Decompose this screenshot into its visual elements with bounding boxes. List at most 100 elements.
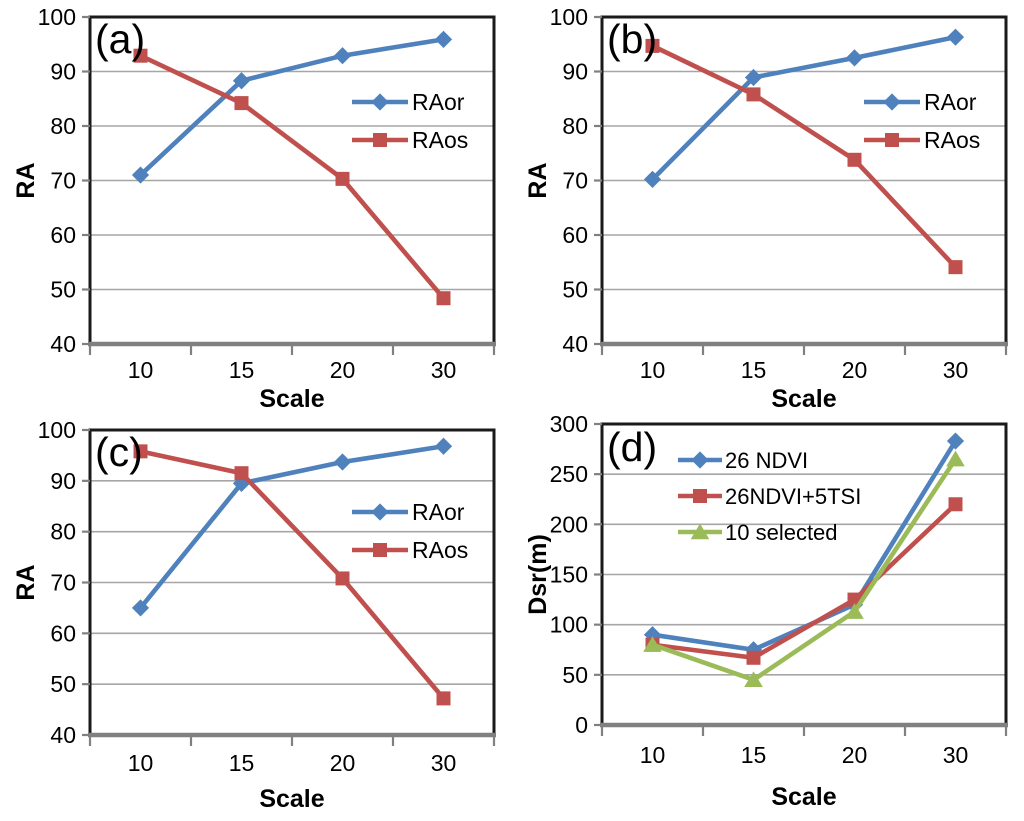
y-tick-label: 150 (550, 562, 588, 588)
x-tick-label: 20 (842, 357, 868, 383)
series-line (650, 43, 958, 270)
legend-item: RAor (352, 499, 465, 525)
square-marker (133, 444, 148, 459)
series-line (138, 53, 446, 301)
y-tick-label: 0 (575, 712, 588, 738)
legend-item: 10 selected (678, 520, 838, 545)
y-tick-label: 40 (50, 722, 76, 748)
panel-letter-a: (a) (95, 16, 146, 62)
x-tick-label: 20 (842, 742, 868, 768)
legend-item: RAos (352, 537, 468, 563)
square-marker (645, 38, 660, 53)
legend-label: 10 selected (725, 520, 838, 545)
y-tick-label: 100 (550, 4, 588, 30)
y-tick-label: 70 (50, 168, 76, 194)
square-marker (693, 489, 707, 503)
square-marker (373, 133, 387, 147)
x-tick-label: 30 (431, 750, 457, 776)
panel-letter-b: (b) (607, 16, 658, 62)
series-line (650, 501, 958, 661)
diamond-marker (333, 453, 352, 471)
square-marker (948, 260, 963, 275)
square-marker (436, 291, 451, 306)
square-marker (373, 543, 387, 557)
series-raos (133, 48, 451, 306)
square-marker (234, 96, 249, 111)
series-10-selected (643, 450, 965, 688)
square-marker (335, 571, 350, 586)
series-line (650, 34, 958, 182)
square-marker (885, 133, 899, 147)
x-tick-label: 20 (330, 357, 356, 383)
legend-label: RAor (924, 89, 977, 115)
square-marker (746, 87, 761, 102)
diamond-marker (643, 170, 662, 189)
x-axis-title: Scale (259, 785, 324, 813)
x-tick-label: 15 (741, 742, 767, 768)
y-axis-title: RA (524, 162, 552, 198)
y-axis-title: RA (12, 564, 40, 600)
square-marker (335, 171, 350, 186)
y-tick-label: 60 (50, 620, 76, 646)
diamond-marker (883, 93, 901, 111)
y-tick-label: 40 (50, 331, 76, 357)
x-tick-label: 20 (330, 750, 356, 776)
triangle-marker (946, 450, 965, 467)
chart-canvas-b: 40 50 60 70 80 90 100 10 15 20 30 Scale RA RAor RAos (524, 4, 1008, 413)
legend-item: RAor (352, 89, 465, 115)
diamond-marker (434, 437, 453, 455)
chart-canvas-d: 0 50 100 150 200 250 300 10 15 20 30 Scale Dsr(m) 26 … (524, 411, 1008, 811)
x-axis-title: Scale (259, 385, 324, 413)
triangle-marker (643, 636, 662, 652)
y-tick-label: 60 (50, 222, 76, 248)
x-tick-label: 30 (431, 357, 457, 383)
triangle-marker (690, 523, 710, 540)
diamond-marker (333, 47, 352, 65)
legend-label: RAos (924, 127, 980, 153)
diamond-marker (845, 49, 864, 67)
x-tick-label: 15 (741, 357, 767, 383)
square-marker (847, 152, 862, 167)
y-tick-label: 100 (38, 4, 76, 30)
diamond-marker (691, 451, 709, 469)
chart-panel-d: 0 50 100 150 200 250 300 10 15 20 30 Scale Dsr(m) 26 … (512, 410, 1024, 821)
legend-item: 26 NDVI (678, 448, 808, 473)
y-tick-label: 50 (50, 277, 76, 303)
y-tick-label: 80 (50, 113, 76, 139)
series-line (650, 456, 958, 683)
legend-item: 26NDVI+5TSI (678, 484, 861, 509)
square-marker (234, 466, 249, 481)
y-tick-label: 60 (562, 222, 588, 248)
x-axis-title: Scale (771, 783, 836, 811)
x-tick-label: 30 (943, 357, 969, 383)
x-tick-label: 10 (640, 357, 666, 383)
diamond-marker (946, 28, 965, 46)
diamond-marker (232, 474, 251, 492)
legend-item: RAor (864, 89, 977, 115)
chart-panel-b: 40 50 60 70 80 90 100 10 15 20 30 Scale RA RAor RAos (… (512, 0, 1024, 413)
series-line (138, 449, 446, 701)
y-tick-label: 50 (50, 671, 76, 697)
legend-label: RAor (412, 499, 465, 525)
legend-label: RAor (412, 89, 465, 115)
series-line (138, 443, 446, 611)
series-raos (133, 444, 451, 706)
legend-label: RAos (412, 537, 468, 563)
x-tick-label: 30 (943, 742, 969, 768)
x-tick-label: 10 (128, 357, 154, 383)
legend-item: RAos (864, 127, 980, 153)
chart-panel-c: 40 50 60 70 80 90 100 10 15 20 30 Scale RA RAor RAos (… (0, 410, 512, 821)
series-raor (131, 30, 453, 184)
y-tick-label: 300 (550, 411, 588, 437)
x-axis-title: Scale (771, 385, 836, 413)
panel-letter-c: (c) (95, 429, 143, 475)
square-marker (133, 48, 148, 63)
y-tick-label: 250 (550, 461, 588, 487)
y-axis-title: Dsr(m) (524, 534, 552, 615)
y-tick-label: 90 (562, 59, 588, 85)
y-tick-label: 50 (562, 277, 588, 303)
y-tick-label: 200 (550, 511, 588, 537)
diamond-marker (232, 72, 251, 90)
diamond-marker (371, 503, 389, 521)
